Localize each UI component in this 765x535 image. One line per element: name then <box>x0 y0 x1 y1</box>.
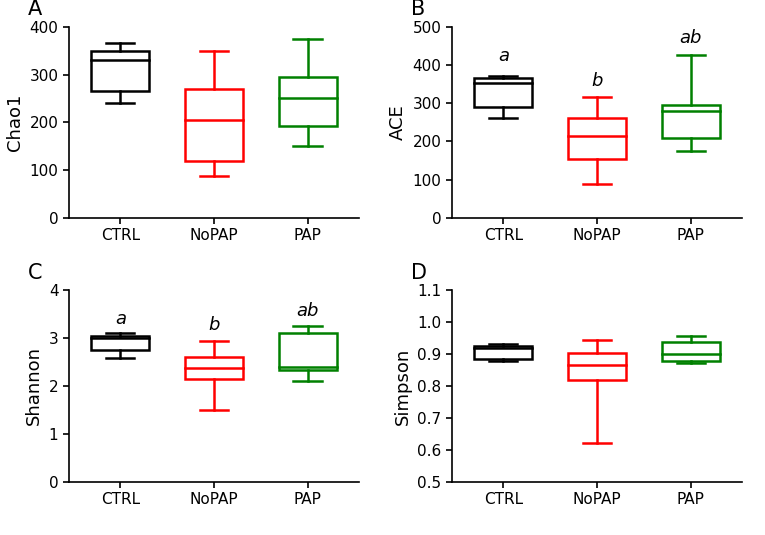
Text: a: a <box>115 310 125 327</box>
Bar <box>278 333 337 370</box>
Y-axis label: Shannon: Shannon <box>25 347 43 425</box>
Text: B: B <box>412 0 425 19</box>
Bar <box>474 346 532 359</box>
Bar <box>662 342 720 361</box>
Text: b: b <box>208 316 220 334</box>
Bar <box>568 118 626 158</box>
Bar <box>185 357 243 379</box>
Text: D: D <box>412 263 428 283</box>
Text: A: A <box>28 0 43 19</box>
Y-axis label: Simpson: Simpson <box>394 347 412 425</box>
Bar <box>474 78 532 107</box>
Bar <box>91 51 149 91</box>
Text: a: a <box>498 47 509 65</box>
Bar <box>662 105 720 137</box>
Bar <box>568 353 626 380</box>
Bar <box>185 89 243 160</box>
Text: C: C <box>28 263 43 283</box>
Y-axis label: ACE: ACE <box>389 104 407 140</box>
Y-axis label: Chao1: Chao1 <box>6 94 24 151</box>
Text: b: b <box>591 72 603 90</box>
Text: ab: ab <box>296 302 319 320</box>
Bar <box>278 77 337 126</box>
Bar <box>91 336 149 350</box>
Text: ab: ab <box>679 28 702 47</box>
